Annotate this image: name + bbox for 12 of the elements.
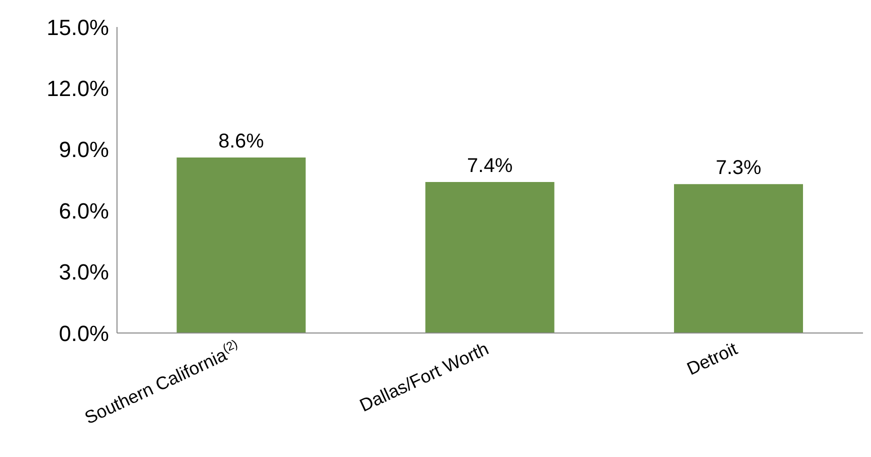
- y-tick-label: 15.0%: [46, 14, 109, 40]
- y-tick-label: 9.0%: [58, 137, 109, 162]
- y-tick-label: 12.0%: [46, 76, 109, 102]
- bar: [425, 182, 554, 333]
- y-tick-label: 6.0%: [58, 198, 109, 224]
- data-label: 7.3%: [716, 157, 762, 180]
- y-tick-label: 0.0%: [58, 320, 109, 346]
- bar: [176, 158, 306, 333]
- data-label: 8.6%: [218, 130, 264, 153]
- data-label: 7.4%: [467, 155, 513, 178]
- y-tick-label: 3.0%: [58, 260, 109, 285]
- bar: [674, 184, 804, 333]
